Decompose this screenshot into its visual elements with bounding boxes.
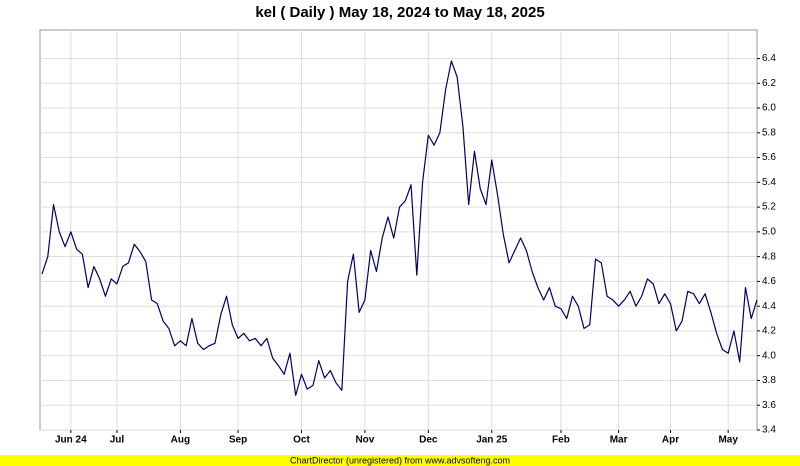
y-tick-label: 6.4: [762, 53, 776, 64]
x-tick-label: Dec: [419, 435, 438, 446]
x-tick-label: Feb: [552, 435, 570, 446]
x-tick-label: Aug: [171, 435, 190, 446]
grid: [40, 30, 757, 431]
footer: ChartDirector (unregistered) from www.ad…: [290, 455, 510, 465]
y-tick-label: 5.2: [762, 202, 776, 213]
chart-title: kel ( Daily ) May 18, 2024 to May 18, 20…: [255, 4, 544, 21]
price-line: [41, 60, 758, 396]
x-tick-label: Mar: [610, 435, 628, 446]
y-tick-label: 3.8: [762, 375, 776, 386]
y-tick-label: 3.4: [762, 425, 776, 436]
y-tick-label: 5.0: [762, 226, 776, 237]
x-tick-label: Jun 24: [55, 435, 87, 446]
x-tick-label: Sep: [229, 435, 247, 446]
y-tick-label: 4.2: [762, 326, 776, 337]
y-tick-label: 5.4: [762, 177, 776, 188]
x-tick-label: Jan 25: [476, 435, 508, 446]
y-tick-label: 4.6: [762, 276, 776, 287]
x-tick-label: Nov: [355, 435, 374, 446]
y-tick-label: 4.4: [762, 301, 776, 312]
x-tick-label: May: [718, 435, 738, 446]
footer-bar: [0, 455, 800, 466]
y-tick-label: 4.0: [762, 350, 776, 361]
y-tick-label: 3.6: [762, 400, 776, 411]
y-tick-label: 6.2: [762, 78, 776, 89]
x-tick-label: Apr: [662, 435, 679, 446]
plot-area: [39, 29, 758, 431]
y-tick-label: 4.8: [762, 251, 776, 262]
y-tick-label: 6.0: [762, 103, 776, 114]
y-tick-label: 5.8: [762, 127, 776, 138]
x-tick-label: Jul: [110, 435, 125, 446]
x-tick-label: Oct: [293, 435, 310, 446]
y-tick-label: 5.6: [762, 152, 776, 163]
